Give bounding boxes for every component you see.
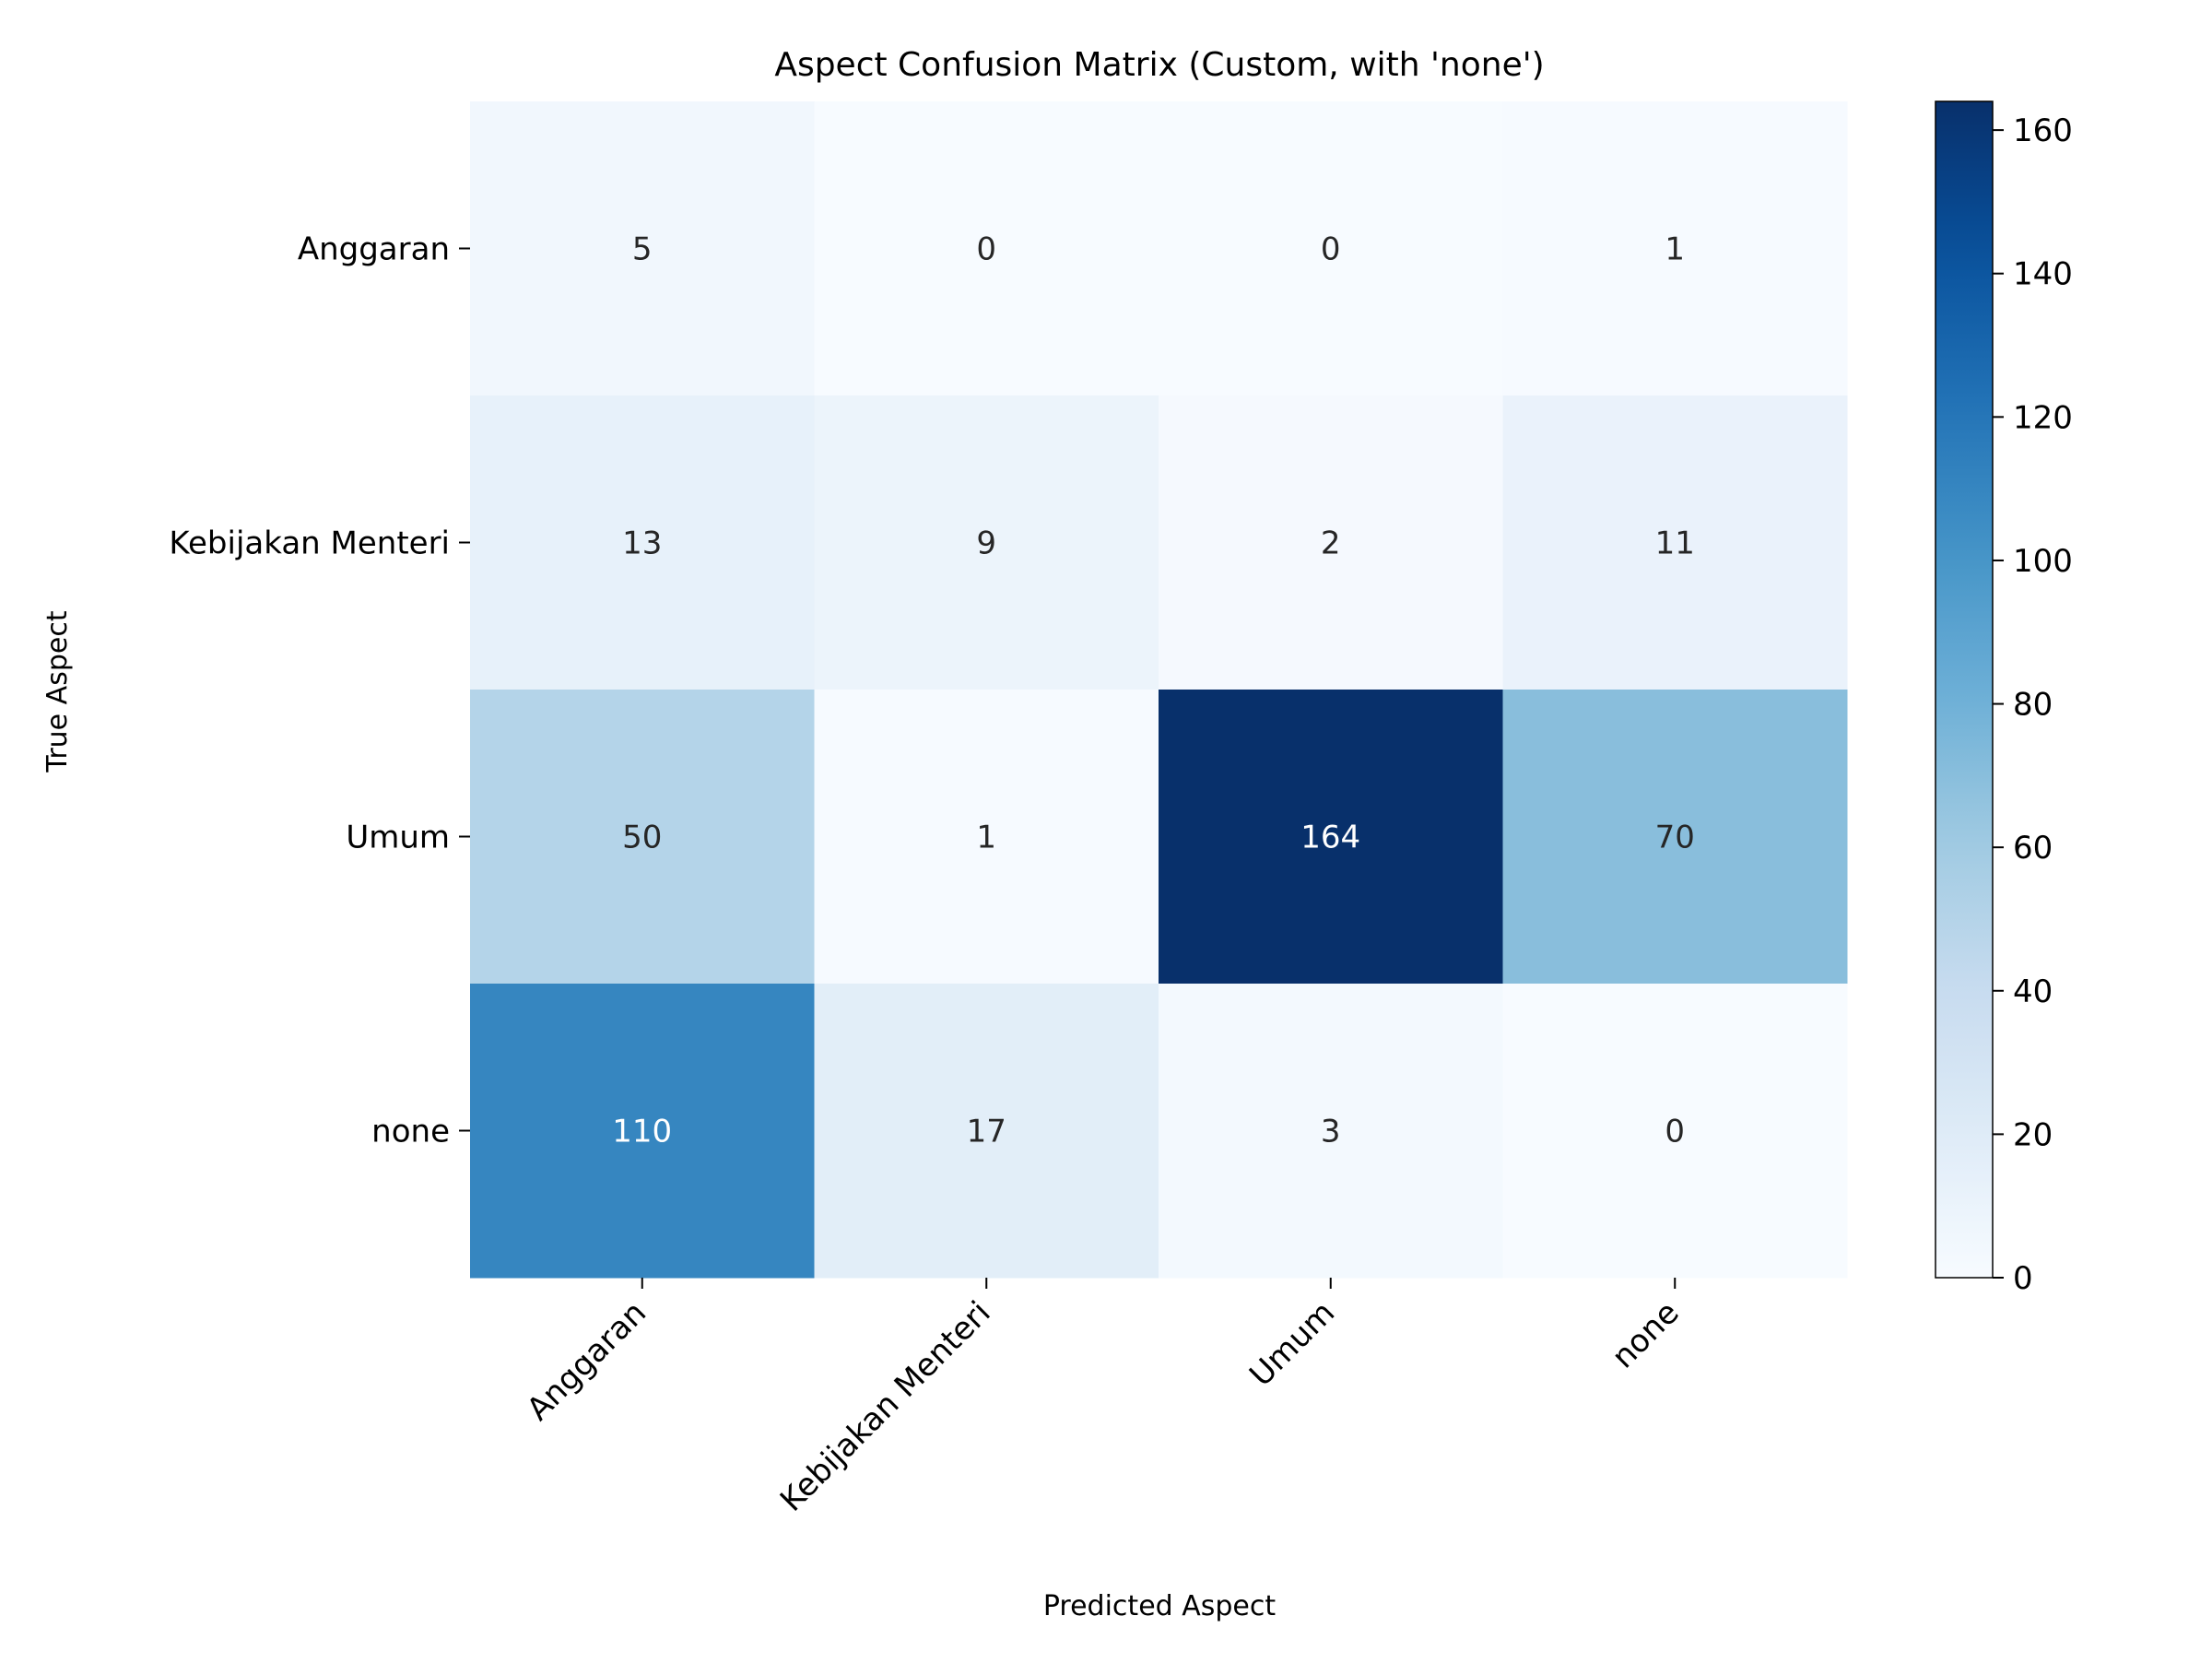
heatmap-cell [1502,395,1848,690]
cell-value-label: 1 [976,820,996,856]
cell-value-label: 164 [1300,820,1360,856]
colorbar-gradient [1936,101,1993,1278]
colorbar-tick-label: 0 [2013,1260,2033,1297]
heatmap-cell [814,395,1159,690]
y-tick-label: Umum [346,820,450,856]
heatmap-cell [814,984,1159,1279]
heatmap-cell [1159,101,1503,396]
x-axis-label: Predicted Aspect [1043,1590,1277,1622]
y-tick-label: none [371,1114,450,1150]
cell-value-label: 50 [622,820,662,856]
cell-value-label: 13 [622,525,662,562]
colorbar-frame [1935,100,1994,1279]
cell-value-label: 11 [1655,525,1695,562]
heatmap-cells [470,101,1848,1279]
heatmap-cell [1502,101,1848,396]
colorbar-tick-label: 140 [2013,256,2073,293]
heatmap-cell [470,690,815,985]
heatmap-cell [1159,395,1503,690]
cell-value-label: 5 [632,231,653,268]
colorbar-tick-label: 80 [2013,687,2053,724]
cell-value-label: 1 [1665,231,1685,268]
cell-value-label: 0 [1665,1114,1685,1150]
heatmap-cell [470,395,815,690]
heatmap-cell [1159,690,1503,985]
colorbar-tick-label: 120 [2013,399,2073,436]
cell-value-label: 0 [1321,231,1341,268]
chart-title: Aspect Confusion Matrix (Custom, with 'n… [774,46,1544,84]
cell-value-label: 17 [967,1114,1006,1150]
heatmap-cell [1502,690,1848,985]
colorbar: 0 20 40 60 80 100 120 140 160 [1935,100,2073,1297]
cell-value-label: 9 [976,525,996,562]
heatmap-cell [1502,984,1848,1279]
heatmap-cell [814,690,1159,985]
cell-value-label: 0 [976,231,996,268]
colorbar-tick-label: 160 [2013,112,2073,149]
cell-value-label: 70 [1655,820,1695,856]
y-axis: Anggaran Kebijakan Menteri Umum none [169,231,470,1150]
cell-value-label: 110 [612,1114,672,1150]
y-tick-label: Anggaran [298,231,450,268]
heatmap-cell [1159,984,1503,1279]
heatmap-cell [814,101,1159,396]
colorbar-tick-label: 100 [2013,543,2073,580]
colorbar-tick-label: 20 [2013,1116,2053,1153]
cell-value-label: 3 [1321,1114,1341,1150]
heatmap-cell [470,984,815,1279]
y-tick-label: Kebijakan Menteri [169,525,450,562]
colorbar-tick-label: 40 [2013,973,2053,1010]
y-axis-label: True Aspect [41,610,74,773]
colorbar-tick-label: 60 [2013,830,2053,867]
cell-value-label: 2 [1321,525,1341,562]
heatmap-cell [470,101,815,396]
